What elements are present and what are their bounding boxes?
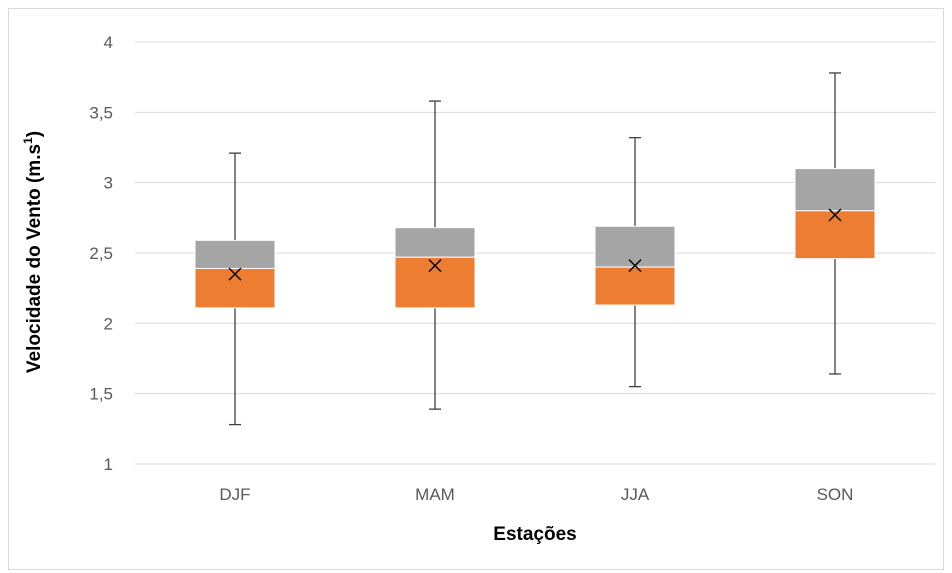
boxes bbox=[194, 72, 876, 426]
y-tick-label: 4 bbox=[104, 33, 113, 52]
y-tick-label: 2 bbox=[104, 314, 113, 333]
y-tick-label: 1 bbox=[104, 455, 113, 474]
box-mam bbox=[394, 100, 476, 410]
upper-box bbox=[394, 227, 476, 258]
upper-box bbox=[194, 239, 276, 269]
gridlines bbox=[135, 41, 935, 465]
box-son bbox=[794, 72, 876, 375]
mean-marker-stroke bbox=[628, 259, 642, 273]
y-tick-label: 3,5 bbox=[89, 103, 113, 122]
x-tick-label: DJF bbox=[219, 485, 250, 504]
mean-marker bbox=[828, 208, 842, 222]
y-tick-label: 1,5 bbox=[89, 385, 113, 404]
x-tick-label: JJA bbox=[621, 485, 650, 504]
mean-marker-stroke bbox=[428, 259, 442, 273]
mean-marker-stroke bbox=[828, 208, 842, 222]
mean-marker bbox=[628, 259, 642, 273]
mean-marker-stroke bbox=[228, 267, 242, 281]
chart-frame bbox=[8, 8, 944, 570]
x-tick-labels: DJF MAM JJA SON bbox=[219, 485, 853, 504]
lower-box bbox=[794, 210, 876, 260]
box-djf bbox=[194, 152, 276, 426]
y-tick-label: 2,5 bbox=[89, 244, 113, 263]
box-jja bbox=[594, 137, 676, 388]
y-axis-title: Velocidade do Vento (m.s1) bbox=[21, 131, 45, 373]
y-tick-label: 3 bbox=[104, 174, 113, 193]
lower-box bbox=[594, 266, 676, 306]
x-tick-label: SON bbox=[817, 485, 854, 504]
mean-marker bbox=[428, 259, 442, 273]
mean-marker bbox=[228, 267, 242, 281]
x-tick-label: MAM bbox=[415, 485, 455, 504]
y-tick-labels: 1 1,5 2 2,5 3 3,5 4 bbox=[89, 33, 113, 474]
upper-box bbox=[794, 168, 876, 212]
upper-box bbox=[594, 225, 676, 268]
x-axis-title: Estações bbox=[493, 524, 576, 545]
